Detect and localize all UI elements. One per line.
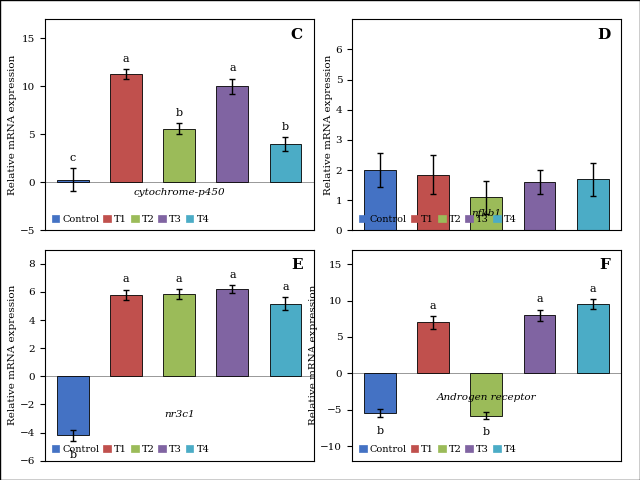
Text: a: a — [176, 274, 182, 284]
Legend: Control, T1, T2, T3, T4: Control, T1, T2, T3, T4 — [50, 213, 211, 226]
Bar — [216, 289, 248, 376]
Text: b: b — [175, 108, 183, 118]
Text: a: a — [229, 63, 236, 73]
Bar — [110, 295, 142, 376]
Y-axis label: Relative mRNA expression: Relative mRNA expression — [324, 55, 333, 195]
Text: cytochrome-p450: cytochrome-p450 — [133, 188, 225, 197]
Bar — [269, 144, 301, 182]
Bar — [364, 373, 396, 413]
Text: b: b — [483, 427, 490, 437]
Text: a: a — [282, 282, 289, 292]
Bar — [470, 373, 502, 416]
Bar — [269, 304, 301, 376]
Bar — [524, 182, 556, 230]
Y-axis label: Relative mRNA expression: Relative mRNA expression — [8, 55, 17, 195]
Text: nr3c1: nr3c1 — [164, 410, 195, 419]
Bar — [417, 175, 449, 230]
Bar — [417, 323, 449, 373]
Text: c: c — [70, 153, 76, 163]
Text: a: a — [229, 270, 236, 279]
Y-axis label: Relative mRNA expression: Relative mRNA expression — [308, 285, 317, 425]
Bar — [364, 170, 396, 230]
Legend: Control, T1, T2, T3, T4: Control, T1, T2, T3, T4 — [357, 213, 518, 226]
Text: D: D — [596, 28, 610, 42]
Bar — [163, 129, 195, 182]
Text: nfkb1: nfkb1 — [472, 209, 501, 218]
Text: b: b — [69, 450, 77, 459]
Text: F: F — [599, 258, 610, 272]
Bar — [57, 376, 89, 435]
Bar — [163, 294, 195, 376]
Legend: Control, T1, T2, T3, T4: Control, T1, T2, T3, T4 — [50, 443, 211, 456]
Text: a: a — [430, 301, 436, 311]
Y-axis label: Relative mRNA expression: Relative mRNA expression — [8, 285, 17, 425]
Text: b: b — [376, 426, 384, 436]
Bar — [216, 86, 248, 182]
Text: b: b — [282, 122, 289, 132]
Legend: Control, T1, T2, T3, T4: Control, T1, T2, T3, T4 — [357, 443, 518, 456]
Text: a: a — [536, 294, 543, 304]
Text: C: C — [291, 28, 303, 42]
Bar — [577, 304, 609, 373]
Text: E: E — [291, 258, 303, 272]
Bar — [57, 180, 89, 182]
Bar — [524, 315, 556, 373]
Text: a: a — [123, 54, 129, 64]
Bar — [577, 179, 609, 230]
Text: Androgen receptor: Androgen receptor — [436, 393, 536, 402]
Text: a: a — [589, 284, 596, 294]
Text: a: a — [123, 275, 129, 285]
Bar — [470, 197, 502, 230]
Bar — [110, 74, 142, 182]
